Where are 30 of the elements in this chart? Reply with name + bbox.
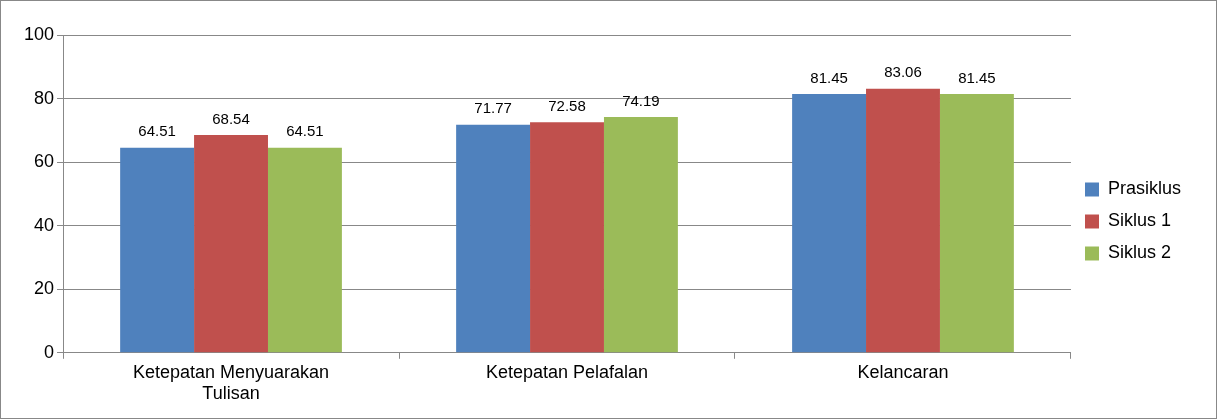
bar bbox=[792, 93, 867, 353]
data-label: 72.58 bbox=[548, 96, 586, 114]
data-label: 74.19 bbox=[622, 91, 660, 109]
y-tick-label: 80 bbox=[34, 87, 55, 108]
bar bbox=[194, 134, 268, 353]
legend-label: Siklus 1 bbox=[1107, 210, 1172, 231]
data-label: 64.51 bbox=[138, 122, 176, 140]
data-label: 81.45 bbox=[810, 68, 848, 86]
y-tick-label: 20 bbox=[34, 278, 55, 299]
data-label: 81.45 bbox=[958, 68, 996, 86]
bar bbox=[456, 124, 531, 353]
y-tick-label: 40 bbox=[34, 214, 55, 235]
x-tick-label: Ketepatan Pelafalan bbox=[485, 361, 649, 382]
x-tick-label: Ketepatan Menyuarakan Tulisan bbox=[132, 361, 330, 404]
y-tick-label: 100 bbox=[23, 23, 55, 44]
x-tick-label: Kelancaran bbox=[857, 361, 949, 382]
bar bbox=[530, 122, 604, 353]
data-label: 71.77 bbox=[474, 99, 512, 117]
y-tick-label: 0 bbox=[44, 341, 55, 362]
bar bbox=[939, 93, 1014, 353]
data-label: 83.06 bbox=[884, 63, 922, 81]
bar bbox=[603, 117, 678, 353]
bar bbox=[267, 147, 342, 353]
legend-label: Prasiklus bbox=[1107, 178, 1182, 199]
bar bbox=[866, 88, 940, 353]
y-tick-label: 60 bbox=[34, 151, 55, 172]
bar bbox=[120, 147, 195, 353]
legend-label: Siklus 2 bbox=[1107, 242, 1172, 263]
data-label: 68.54 bbox=[212, 109, 250, 127]
data-label: 64.51 bbox=[286, 122, 324, 140]
